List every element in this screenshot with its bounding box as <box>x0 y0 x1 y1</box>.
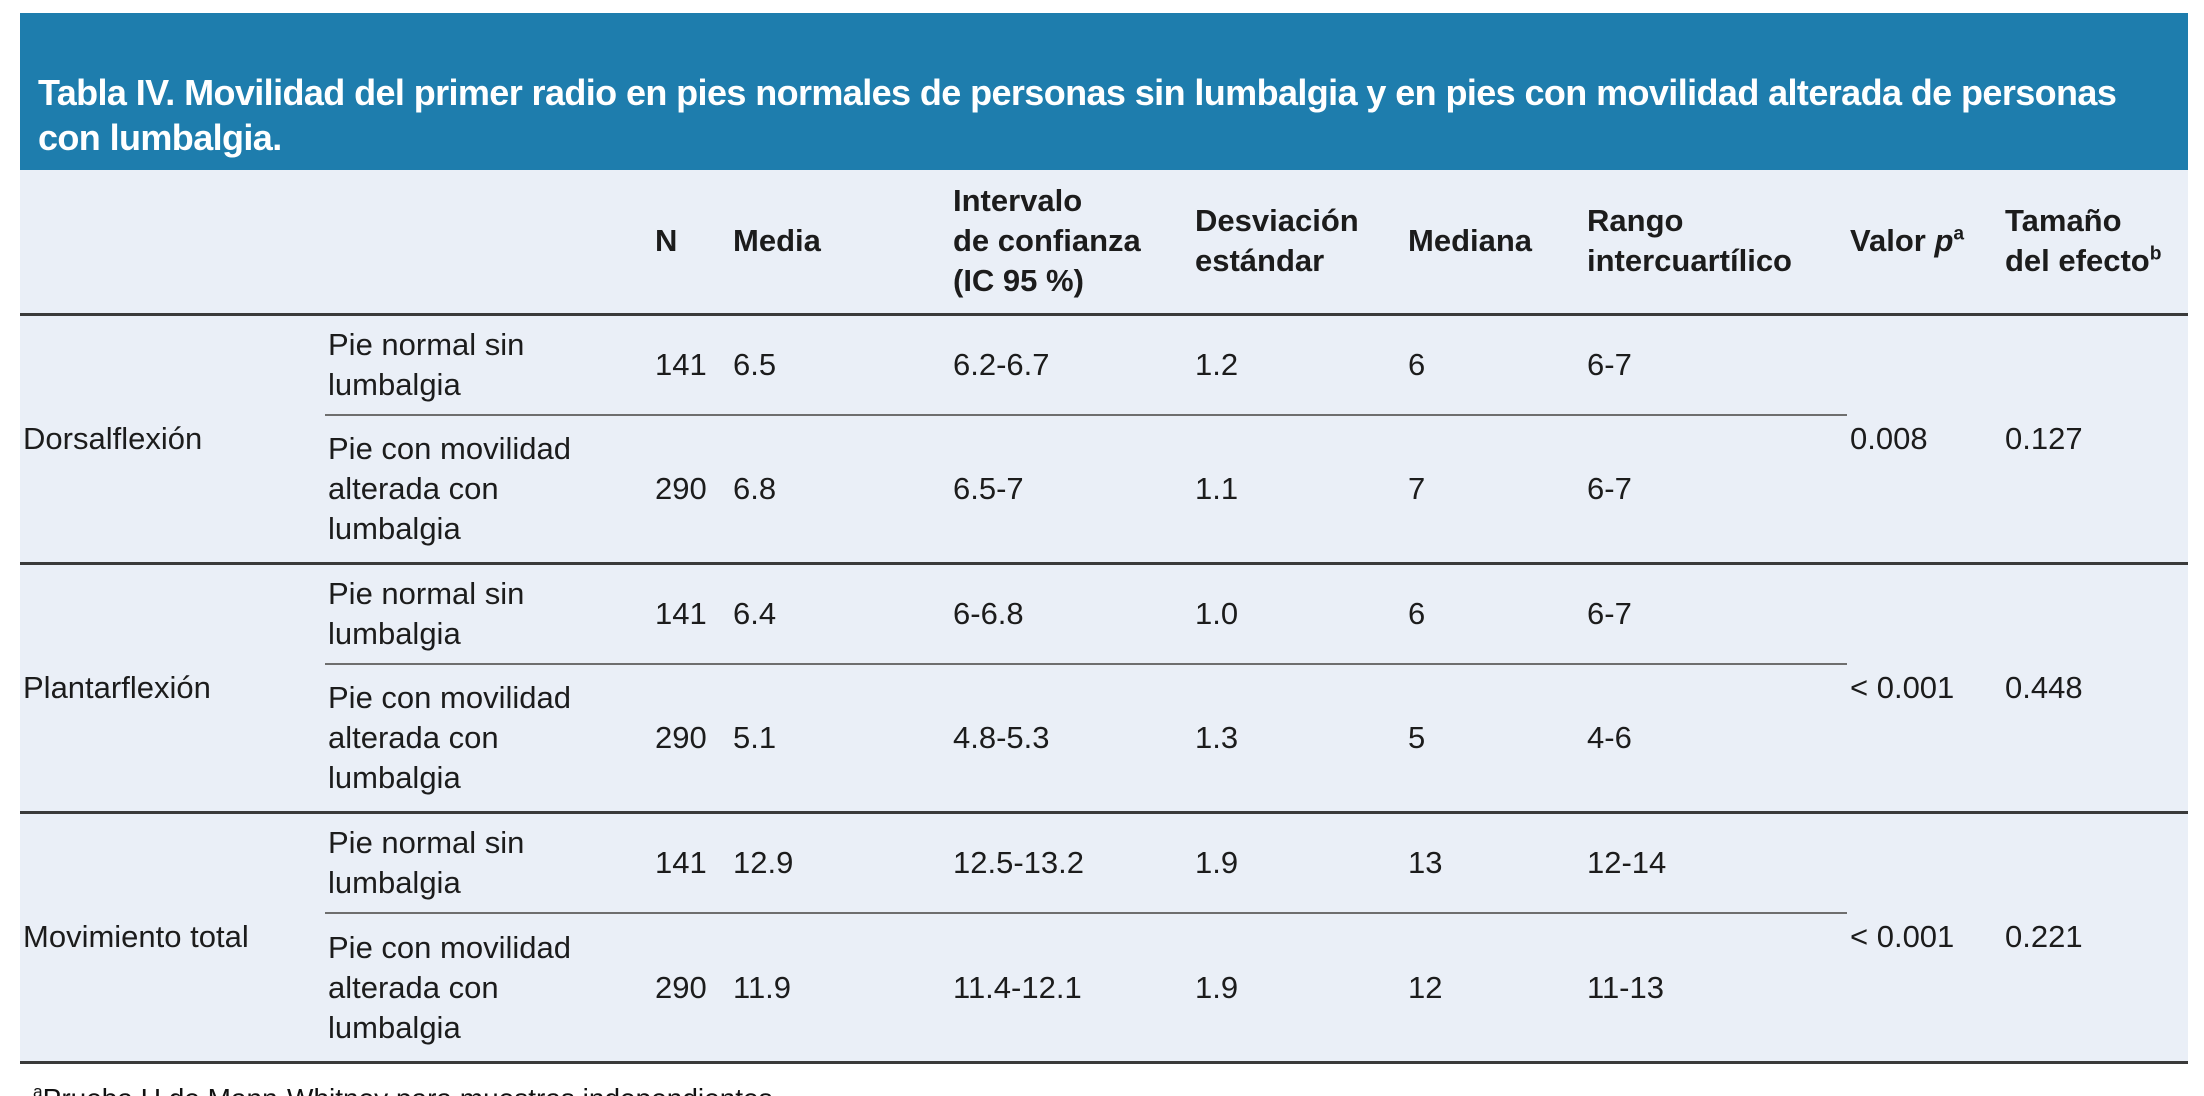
header-media: Media <box>730 170 950 316</box>
cell-rango: 6-7 <box>1584 312 1847 415</box>
cell-rango: 11-13 <box>1584 912 1847 1061</box>
table-block: Tabla IV. Movilidad del primer radio en … <box>20 13 2188 1096</box>
cell-n: 290 <box>652 414 730 563</box>
cell-n: 290 <box>652 912 730 1061</box>
cell-n: 141 <box>652 561 730 664</box>
cell-media: 11.9 <box>730 912 950 1061</box>
cell-mediana: 6 <box>1405 312 1584 415</box>
cell-mediana: 12 <box>1405 912 1584 1061</box>
table-row: Plantarflexión Pie normal sin lumbalgia … <box>20 561 2188 812</box>
table-header: N Media Intervalo de confianza (IC 95 %)… <box>20 170 2188 316</box>
header-ic: Intervalo de confianza (IC 95 %) <box>950 170 1192 316</box>
group-label-plantarflexion: Plantarflexión <box>20 561 325 812</box>
group-label-dorsalflexion: Dorsalflexión <box>20 312 325 563</box>
cell-n: 141 <box>652 312 730 415</box>
header-sub-spacer <box>325 170 652 316</box>
cell-tamano-efecto: 0.221 <box>2002 810 2188 1061</box>
table-row: Pie con movilidad alterada con lumbalgia… <box>20 414 2188 563</box>
header-row: N Media Intervalo de confianza (IC 95 %)… <box>20 170 2188 316</box>
header-valor-p-prefix: Valor <box>1850 223 1935 259</box>
header-valor-p: Valor pa <box>1847 170 2002 316</box>
row-label: Pie normal sin lumbalgia <box>325 312 652 415</box>
row-label: Pie normal sin lumbalgia <box>325 810 652 913</box>
cell-rango: 6-7 <box>1584 414 1847 563</box>
header-tamano: Tamaño del efectob <box>2002 170 2188 316</box>
row-label: Pie con movilidad alterada con lumbalgia <box>325 414 652 563</box>
cell-ic: 4.8-5.3 <box>950 663 1192 812</box>
cell-valor-p: < 0.001 <box>1847 561 2002 812</box>
cell-rango: 4-6 <box>1584 663 1847 812</box>
cell-valor-p: < 0.001 <box>1847 810 2002 1061</box>
cell-desviacion: 1.9 <box>1192 912 1405 1061</box>
cell-tamano-efecto: 0.448 <box>2002 561 2188 812</box>
footnote-a-marker: a <box>33 1081 43 1096</box>
cell-media: 12.9 <box>730 810 950 913</box>
header-tamano-sup: b <box>2149 243 2162 265</box>
cell-ic: 12.5-13.2 <box>950 810 1192 913</box>
cell-mediana: 6 <box>1405 561 1584 664</box>
footnotes: aPrueba U de Mann-Whitney para muestras … <box>20 1078 2188 1096</box>
cell-desviacion: 1.9 <box>1192 810 1405 913</box>
row-label: Pie normal sin lumbalgia <box>325 561 652 664</box>
header-mediana: Mediana <box>1405 170 1584 316</box>
header-valor-p-sup: a <box>1953 223 1965 245</box>
footnote-a: aPrueba U de Mann-Whitney para muestras … <box>33 1078 2188 1096</box>
cell-desviacion: 1.3 <box>1192 663 1405 812</box>
cell-media: 5.1 <box>730 663 950 812</box>
cell-ic: 6.5-7 <box>950 414 1192 563</box>
table-row: Dorsalflexión Pie normal sin lumbalgia 1… <box>20 312 2188 563</box>
group-label-movimiento-total: Movimiento total <box>20 810 325 1061</box>
cell-ic: 6.2-6.7 <box>950 312 1192 415</box>
cell-desviacion: 1.1 <box>1192 414 1405 563</box>
header-tamano-text: Tamaño del efecto <box>2005 203 2150 279</box>
cell-desviacion: 1.2 <box>1192 312 1405 415</box>
cell-rango: 12-14 <box>1584 810 1847 913</box>
header-valor-p-symbol: p <box>1934 223 1954 259</box>
row-label: Pie con movilidad alterada con lumbalgia <box>325 912 652 1061</box>
cell-media: 6.4 <box>730 561 950 664</box>
table-title-bar: Tabla IV. Movilidad del primer radio en … <box>20 13 2188 170</box>
cell-n: 141 <box>652 810 730 913</box>
header-group-spacer <box>20 170 325 316</box>
cell-ic: 6-6.8 <box>950 561 1192 664</box>
row-label: Pie con movilidad alterada con lumbalgia <box>325 663 652 812</box>
table-container: N Media Intervalo de confianza (IC 95 %)… <box>20 170 2188 1064</box>
cell-media: 6.5 <box>730 312 950 415</box>
cell-tamano-efecto: 0.127 <box>2002 312 2188 563</box>
cell-mediana: 13 <box>1405 810 1584 913</box>
table-row: Pie con movilidad alterada con lumbalgia… <box>20 663 2188 812</box>
cell-mediana: 7 <box>1405 414 1584 563</box>
cell-ic: 11.4-12.1 <box>950 912 1192 1061</box>
table-title: Tabla IV. Movilidad del primer radio en … <box>38 72 2117 158</box>
header-n: N <box>652 170 730 316</box>
cell-valor-p: 0.008 <box>1847 312 2002 563</box>
footnote-a-text: Prueba U de Mann-Whitney para muestras i… <box>43 1083 781 1096</box>
cell-n: 290 <box>652 663 730 812</box>
header-desviacion: Desviación estándar <box>1192 170 1405 316</box>
table-row: Movimiento total Pie normal sin lumbalgi… <box>20 810 2188 1061</box>
table-row: Pie con movilidad alterada con lumbalgia… <box>20 912 2188 1061</box>
statistics-table: N Media Intervalo de confianza (IC 95 %)… <box>20 170 2188 1061</box>
table-body: Dorsalflexión Pie normal sin lumbalgia 1… <box>20 312 2188 1061</box>
cell-rango: 6-7 <box>1584 561 1847 664</box>
cell-desviacion: 1.0 <box>1192 561 1405 664</box>
cell-media: 6.8 <box>730 414 950 563</box>
cell-mediana: 5 <box>1405 663 1584 812</box>
header-rango: Rango intercuartílico <box>1584 170 1847 316</box>
